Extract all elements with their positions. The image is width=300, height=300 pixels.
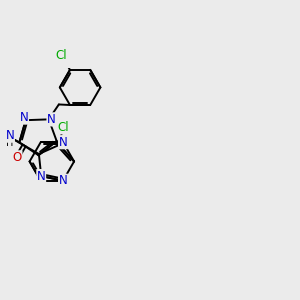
Text: N: N [47, 113, 56, 126]
Text: N: N [20, 111, 28, 124]
Text: N: N [37, 169, 46, 183]
Text: Cl: Cl [57, 121, 69, 134]
Text: N: N [58, 136, 68, 149]
Text: Cl: Cl [56, 49, 67, 62]
Text: N: N [6, 129, 14, 142]
Text: H: H [6, 138, 14, 148]
Text: N: N [58, 174, 68, 187]
Text: O: O [13, 151, 22, 164]
